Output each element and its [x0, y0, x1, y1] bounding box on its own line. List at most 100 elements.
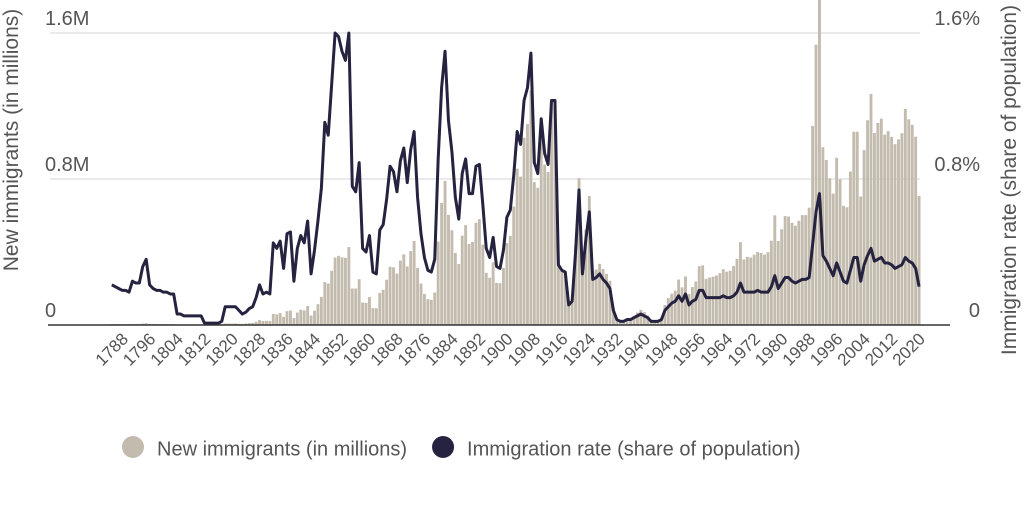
bar	[361, 302, 365, 325]
bar	[563, 271, 567, 325]
bar	[907, 119, 911, 325]
bar	[395, 273, 399, 325]
bar	[292, 318, 296, 325]
bar	[577, 178, 581, 325]
bar	[694, 281, 698, 325]
bar	[828, 178, 832, 325]
bar	[426, 299, 430, 325]
bar	[529, 90, 533, 325]
bar	[539, 134, 543, 325]
bar	[876, 122, 880, 325]
bar	[381, 289, 385, 325]
bar	[646, 315, 650, 325]
bar	[422, 293, 426, 325]
bar	[340, 257, 344, 325]
bar	[447, 214, 450, 325]
bar	[488, 277, 492, 325]
bar	[886, 131, 890, 325]
bar	[773, 215, 777, 325]
bar	[371, 308, 375, 325]
bar	[752, 254, 756, 325]
y2-tick-label: 1.6%	[934, 8, 980, 30]
bar	[247, 323, 251, 325]
bar	[635, 312, 639, 325]
bar	[584, 229, 588, 325]
bar	[285, 311, 289, 325]
bar	[917, 195, 921, 325]
bar	[522, 137, 526, 325]
bar	[144, 323, 148, 325]
bar	[392, 267, 395, 325]
y2-tick-label: 0.8%	[934, 154, 980, 176]
bar	[567, 304, 571, 325]
bar	[354, 288, 358, 325]
bar	[677, 279, 681, 325]
bar	[295, 312, 299, 325]
bar	[852, 131, 856, 325]
bar	[543, 164, 547, 325]
bar	[862, 150, 866, 325]
bar	[440, 202, 444, 325]
bar	[429, 299, 433, 325]
bar	[536, 187, 540, 325]
bar	[330, 270, 334, 325]
bar	[484, 272, 488, 325]
bar	[271, 314, 275, 325]
bar	[412, 241, 416, 325]
bar	[464, 225, 468, 325]
bar	[883, 134, 887, 325]
bar	[615, 318, 619, 325]
bar	[234, 323, 237, 325]
bar	[326, 283, 330, 325]
bar	[893, 144, 897, 325]
bar	[903, 108, 907, 325]
bar	[639, 309, 643, 325]
bar	[673, 290, 677, 325]
bar	[481, 244, 485, 325]
bar	[855, 131, 859, 325]
bar	[701, 265, 705, 325]
legend-marker	[432, 436, 455, 458]
y-tick-label: 1.6M	[45, 8, 89, 30]
bar	[550, 106, 553, 326]
bar	[313, 310, 316, 325]
bar	[629, 318, 632, 325]
bar	[495, 282, 499, 325]
bar	[859, 196, 863, 325]
bar	[350, 288, 354, 325]
bar	[398, 260, 402, 325]
bar	[866, 120, 869, 325]
bar	[264, 320, 268, 325]
bar	[797, 220, 801, 325]
bar	[872, 133, 876, 325]
bar	[684, 276, 687, 325]
bar	[763, 254, 766, 325]
bar	[268, 320, 272, 325]
bar	[402, 254, 406, 325]
bar	[570, 299, 574, 325]
bar	[804, 215, 808, 325]
legend-label: New immigrants (in millions)	[157, 438, 407, 460]
bar	[811, 125, 815, 325]
bar	[914, 136, 918, 325]
bar	[471, 241, 474, 325]
bar	[498, 283, 502, 325]
grid	[50, 32, 920, 180]
bar	[838, 179, 842, 325]
bar	[787, 216, 790, 325]
y-tick-label: 0	[45, 300, 56, 322]
bar	[450, 230, 454, 325]
legend-label: Immigration rate (share of population)	[467, 438, 801, 460]
bar	[477, 219, 481, 325]
y2-tick-label: 0	[969, 300, 980, 322]
bar	[663, 305, 667, 325]
bar	[591, 271, 595, 325]
bar	[910, 124, 914, 325]
bar	[364, 302, 368, 325]
bar	[302, 310, 306, 325]
bar	[690, 287, 694, 325]
bar	[897, 139, 900, 325]
bar	[433, 292, 437, 325]
